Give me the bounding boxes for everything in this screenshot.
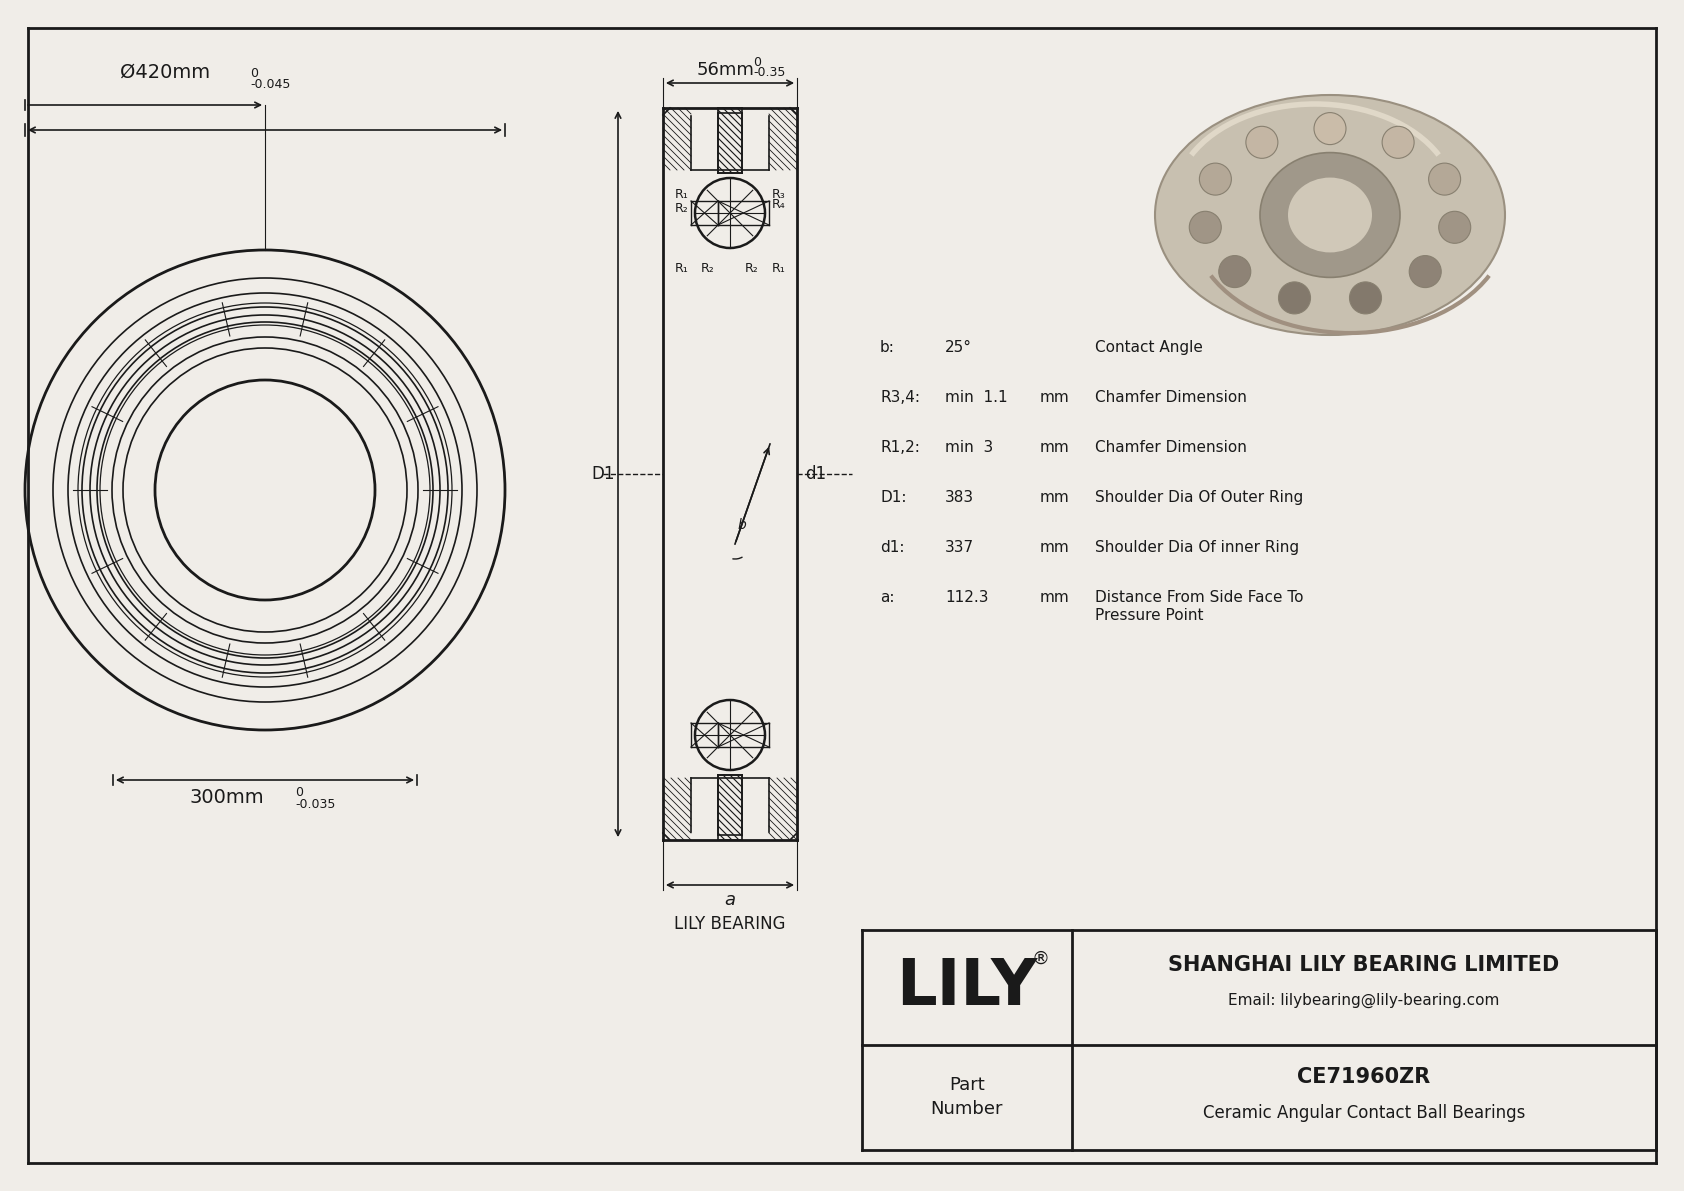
Text: 25°: 25°: [945, 339, 972, 355]
Text: min  1.1: min 1.1: [945, 389, 1007, 405]
Text: min  3: min 3: [945, 439, 994, 455]
Text: Contact Angle: Contact Angle: [1095, 339, 1202, 355]
Text: Ø420mm: Ø420mm: [120, 63, 210, 82]
Text: R₃: R₃: [771, 188, 786, 201]
Text: Ceramic Angular Contact Ball Bearings: Ceramic Angular Contact Ball Bearings: [1202, 1104, 1526, 1122]
Text: SHANGHAI LILY BEARING LIMITED: SHANGHAI LILY BEARING LIMITED: [1169, 955, 1559, 975]
Text: a:: a:: [881, 590, 894, 605]
Circle shape: [1314, 113, 1346, 144]
Text: CE71960ZR: CE71960ZR: [1297, 1067, 1431, 1087]
Text: 300mm: 300mm: [190, 788, 264, 807]
Text: -0.045: -0.045: [249, 77, 290, 91]
Text: Chamfer Dimension: Chamfer Dimension: [1095, 389, 1246, 405]
Text: 56mm: 56mm: [695, 61, 754, 79]
Circle shape: [1410, 256, 1442, 287]
Text: Distance From Side Face To: Distance From Side Face To: [1095, 590, 1303, 605]
Text: R₂: R₂: [674, 202, 689, 216]
Ellipse shape: [1155, 95, 1505, 335]
Text: Part
Number: Part Number: [931, 1075, 1004, 1118]
Text: D1:: D1:: [881, 490, 906, 505]
Text: mm: mm: [1041, 439, 1069, 455]
Circle shape: [1383, 126, 1415, 158]
Text: Email: lilybearing@lily-bearing.com: Email: lilybearing@lily-bearing.com: [1228, 992, 1500, 1008]
Text: 112.3: 112.3: [945, 590, 989, 605]
Text: -0.35: -0.35: [753, 66, 785, 79]
Text: 383: 383: [945, 490, 973, 505]
Text: D1: D1: [591, 464, 615, 484]
Circle shape: [1189, 211, 1221, 243]
Text: LILY: LILY: [896, 956, 1037, 1018]
Text: 0: 0: [753, 56, 761, 69]
Text: d1: d1: [805, 464, 827, 484]
Text: R₂: R₂: [701, 262, 716, 275]
Text: -0.035: -0.035: [295, 798, 335, 811]
Text: Shoulder Dia Of Outer Ring: Shoulder Dia Of Outer Ring: [1095, 490, 1303, 505]
Text: Pressure Point: Pressure Point: [1095, 607, 1204, 623]
Text: 0: 0: [295, 786, 303, 799]
Circle shape: [1438, 211, 1470, 243]
Text: mm: mm: [1041, 389, 1069, 405]
Circle shape: [1428, 163, 1460, 195]
Text: 0: 0: [249, 67, 258, 80]
Ellipse shape: [1288, 177, 1372, 252]
Text: 337: 337: [945, 540, 973, 555]
Text: R₄: R₄: [771, 198, 786, 211]
Text: mm: mm: [1041, 540, 1069, 555]
Circle shape: [1219, 256, 1251, 287]
Text: LILY BEARING: LILY BEARING: [674, 915, 786, 933]
Text: R₂: R₂: [744, 262, 759, 275]
Circle shape: [1246, 126, 1278, 158]
Circle shape: [1278, 282, 1310, 314]
Text: mm: mm: [1041, 490, 1069, 505]
Text: R₁: R₁: [674, 262, 689, 275]
Ellipse shape: [1260, 152, 1399, 278]
Text: ®: ®: [1031, 950, 1049, 968]
Text: a: a: [724, 891, 736, 909]
Text: mm: mm: [1041, 590, 1069, 605]
Text: R₁: R₁: [674, 188, 689, 201]
Text: b: b: [738, 518, 746, 532]
Text: b:: b:: [881, 339, 894, 355]
Text: R3,4:: R3,4:: [881, 389, 919, 405]
Text: Shoulder Dia Of inner Ring: Shoulder Dia Of inner Ring: [1095, 540, 1298, 555]
Text: d1:: d1:: [881, 540, 904, 555]
Text: R₁: R₁: [771, 262, 786, 275]
Circle shape: [1349, 282, 1381, 314]
Text: R1,2:: R1,2:: [881, 439, 919, 455]
Circle shape: [1199, 163, 1231, 195]
Text: Chamfer Dimension: Chamfer Dimension: [1095, 439, 1246, 455]
